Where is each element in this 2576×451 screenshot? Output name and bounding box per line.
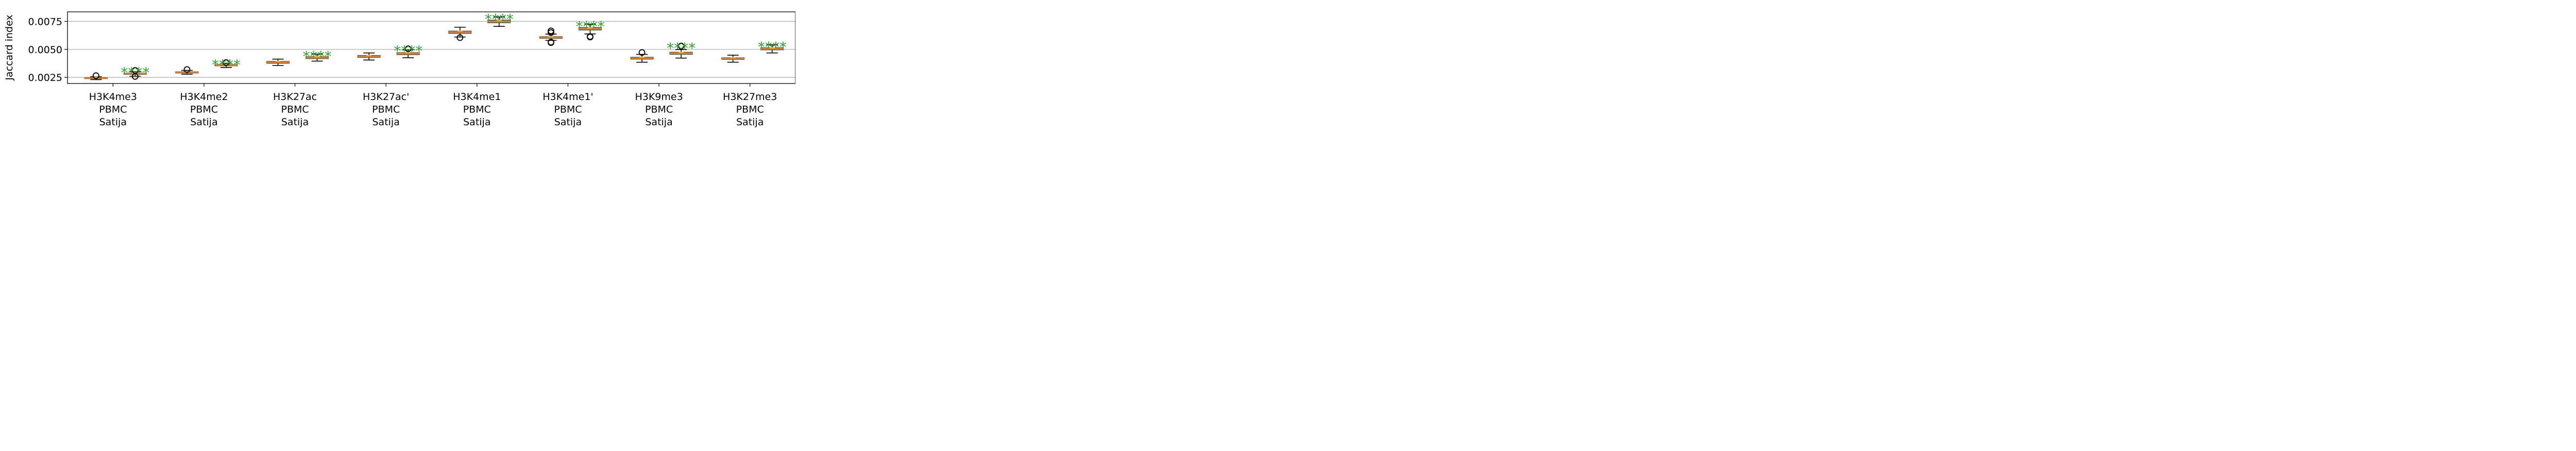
box-group (84, 72, 108, 80)
outlier-point (677, 42, 685, 49)
x-tick-label: Satija (554, 116, 582, 128)
box-group (539, 27, 563, 46)
x-tick-label: Satija (463, 116, 490, 128)
box-plot-chart: Jaccard index 0.00250.00500.0075H3K4me3P… (4, 11, 795, 128)
box-group (630, 49, 654, 63)
outlier-point (131, 67, 139, 74)
box-group (487, 16, 511, 27)
box-group (669, 42, 693, 59)
x-tick-label: PBMC (645, 104, 673, 115)
outlier-point (587, 33, 594, 40)
outlier-point (223, 59, 230, 66)
y-tick-label: 0.0050 (28, 44, 62, 56)
x-tick-label: PBMC (554, 104, 582, 115)
outlier-point (456, 34, 464, 41)
x-tick-label: PBMC (736, 104, 764, 115)
box-group (305, 54, 329, 62)
box-group (578, 24, 602, 41)
x-tick-label: PBMC (99, 104, 127, 115)
x-tick-label: Satija (190, 116, 217, 128)
y-axis-label: Jaccard index (4, 14, 15, 80)
box-group (175, 66, 199, 75)
significance-label: **** (575, 18, 604, 35)
significance-label: **** (121, 64, 149, 81)
outlier-point (548, 27, 554, 35)
x-tick-label: Satija (736, 116, 764, 128)
outlier-point (183, 66, 191, 73)
x-tick-label: Satija (372, 116, 400, 128)
outlier-point (92, 72, 99, 79)
y-tick-label: 0.0025 (28, 72, 62, 83)
x-tick-label: H3K4me1 (453, 91, 501, 103)
box-group (721, 55, 745, 63)
x-tick-label: PBMC (190, 104, 218, 115)
x-tick-label: Satija (645, 116, 672, 128)
x-tick-label: Satija (281, 116, 309, 128)
plot-frame (67, 11, 795, 84)
x-tick-label: Satija (99, 116, 127, 128)
box-group (448, 26, 472, 41)
significance-label: **** (667, 40, 696, 57)
significance-label: **** (394, 43, 422, 60)
significance-label: **** (485, 11, 514, 28)
significance-label: **** (758, 39, 787, 56)
x-tick-label: PBMC (463, 104, 491, 115)
box-group (760, 44, 784, 54)
box-group (266, 58, 290, 66)
outlier-point (638, 49, 646, 56)
significance-label: **** (212, 56, 241, 73)
box-group (214, 59, 238, 68)
y-tick-label: 0.0075 (28, 16, 62, 27)
x-tick-label: H3K27me3 (723, 91, 777, 103)
significance-label: **** (303, 48, 332, 65)
x-tick-label: H3K4me2 (180, 91, 228, 103)
x-tick-label: PBMC (372, 104, 400, 115)
x-tick-label: H3K27ac' (363, 91, 409, 103)
box-group (396, 45, 420, 58)
x-tick-label: PBMC (281, 104, 309, 115)
box-group (357, 52, 381, 61)
chart-root: Jaccard index 0.0025 0.0050 0.0075 H3K4me3 P… (0, 0, 795, 139)
outlier-point (404, 45, 412, 53)
outlier-point (548, 39, 554, 46)
x-tick-label: H3K4me1' (543, 91, 593, 103)
x-tick-label: H3K4me3 (89, 91, 137, 103)
box-group (123, 67, 147, 80)
x-tick-label: H3K9me3 (635, 91, 683, 103)
x-tick-label: H3K27ac (273, 91, 317, 103)
